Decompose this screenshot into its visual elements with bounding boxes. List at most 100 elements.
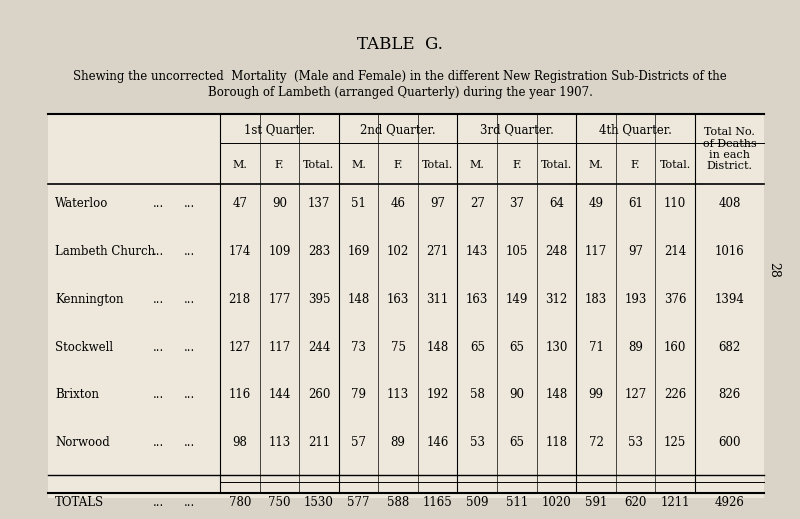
Text: 248: 248 (546, 245, 567, 258)
Text: 64: 64 (549, 197, 564, 211)
Text: Norwood: Norwood (55, 436, 110, 449)
Text: 226: 226 (664, 388, 686, 402)
Text: 682: 682 (718, 340, 741, 354)
Text: ...: ... (184, 388, 195, 402)
Text: 160: 160 (664, 340, 686, 354)
Text: Borough of Lambeth (arranged Quarterly) during the year 1907.: Borough of Lambeth (arranged Quarterly) … (207, 86, 593, 99)
Text: 4th Quarter.: 4th Quarter. (599, 124, 672, 136)
Text: 1st Quarter.: 1st Quarter. (244, 124, 315, 136)
Text: ...: ... (184, 197, 195, 211)
Text: 4926: 4926 (714, 496, 745, 509)
Text: Brixton: Brixton (55, 388, 99, 402)
Text: 65: 65 (470, 340, 485, 354)
Text: 1016: 1016 (714, 245, 744, 258)
Text: 71: 71 (589, 340, 603, 354)
Text: 28: 28 (767, 262, 781, 278)
Text: 116: 116 (229, 388, 251, 402)
Text: 117: 117 (585, 245, 607, 258)
Text: F.: F. (274, 160, 284, 170)
Text: 174: 174 (229, 245, 251, 258)
Text: 46: 46 (390, 197, 406, 211)
Text: Total No.: Total No. (704, 127, 755, 137)
Text: 780: 780 (229, 496, 251, 509)
Text: 99: 99 (589, 388, 603, 402)
Text: 90: 90 (272, 197, 287, 211)
Text: ...: ... (153, 293, 164, 306)
Text: 211: 211 (308, 436, 330, 449)
Text: 137: 137 (308, 197, 330, 211)
Text: 148: 148 (426, 340, 449, 354)
Text: 144: 144 (268, 388, 290, 402)
Text: 600: 600 (718, 436, 741, 449)
Text: 79: 79 (351, 388, 366, 402)
Text: ...: ... (184, 340, 195, 354)
Text: 312: 312 (546, 293, 567, 306)
Text: ...: ... (153, 436, 164, 449)
Text: 97: 97 (430, 197, 445, 211)
Text: 1020: 1020 (542, 496, 571, 509)
Text: Stockwell: Stockwell (55, 340, 114, 354)
Text: 61: 61 (628, 197, 643, 211)
Text: 149: 149 (506, 293, 528, 306)
Text: 169: 169 (347, 245, 370, 258)
Text: Total.: Total. (659, 160, 691, 170)
Text: 75: 75 (390, 340, 406, 354)
Text: 72: 72 (589, 436, 603, 449)
Text: 750: 750 (268, 496, 290, 509)
Text: 148: 148 (347, 293, 370, 306)
Text: 143: 143 (466, 245, 489, 258)
Text: 283: 283 (308, 245, 330, 258)
Text: 113: 113 (387, 388, 410, 402)
Text: 53: 53 (628, 436, 643, 449)
Text: 1394: 1394 (714, 293, 745, 306)
Text: Waterloo: Waterloo (55, 197, 109, 211)
Text: Total.: Total. (541, 160, 572, 170)
Text: 89: 89 (390, 436, 406, 449)
Text: 591: 591 (585, 496, 607, 509)
Text: 511: 511 (506, 496, 528, 509)
Text: ...: ... (153, 197, 164, 211)
Text: 125: 125 (664, 436, 686, 449)
Text: 109: 109 (268, 245, 290, 258)
Text: Lambeth Church: Lambeth Church (55, 245, 155, 258)
Text: Kennington: Kennington (55, 293, 124, 306)
Text: 65: 65 (510, 340, 524, 354)
Text: 395: 395 (308, 293, 330, 306)
Text: M.: M. (232, 160, 247, 170)
Text: 113: 113 (268, 436, 290, 449)
Text: 177: 177 (268, 293, 290, 306)
Text: 193: 193 (625, 293, 647, 306)
Text: 27: 27 (470, 197, 485, 211)
Text: M.: M. (470, 160, 485, 170)
Text: 260: 260 (308, 388, 330, 402)
Text: 37: 37 (510, 197, 524, 211)
Text: 311: 311 (426, 293, 449, 306)
Text: 163: 163 (466, 293, 489, 306)
Text: 1165: 1165 (422, 496, 453, 509)
Text: M.: M. (351, 160, 366, 170)
Text: 89: 89 (628, 340, 643, 354)
Text: 73: 73 (351, 340, 366, 354)
Text: 1530: 1530 (304, 496, 334, 509)
Text: District.: District. (706, 161, 753, 171)
Text: 192: 192 (426, 388, 449, 402)
Text: ...: ... (153, 245, 164, 258)
Text: 90: 90 (510, 388, 524, 402)
Text: 2nd Quarter.: 2nd Quarter. (360, 124, 436, 136)
Text: 127: 127 (625, 388, 646, 402)
Text: Total.: Total. (422, 160, 454, 170)
Text: ...: ... (153, 340, 164, 354)
Text: TABLE  G.: TABLE G. (357, 36, 443, 53)
Text: 105: 105 (506, 245, 528, 258)
Text: F.: F. (512, 160, 522, 170)
Text: ...: ... (184, 496, 195, 509)
Text: 102: 102 (387, 245, 410, 258)
Text: in each: in each (709, 150, 750, 160)
Text: TOTALS: TOTALS (55, 496, 104, 509)
Text: of Deaths: of Deaths (702, 139, 756, 148)
Text: 163: 163 (387, 293, 410, 306)
Text: 58: 58 (470, 388, 485, 402)
Text: 376: 376 (664, 293, 686, 306)
Text: 53: 53 (470, 436, 485, 449)
Text: 65: 65 (510, 436, 524, 449)
